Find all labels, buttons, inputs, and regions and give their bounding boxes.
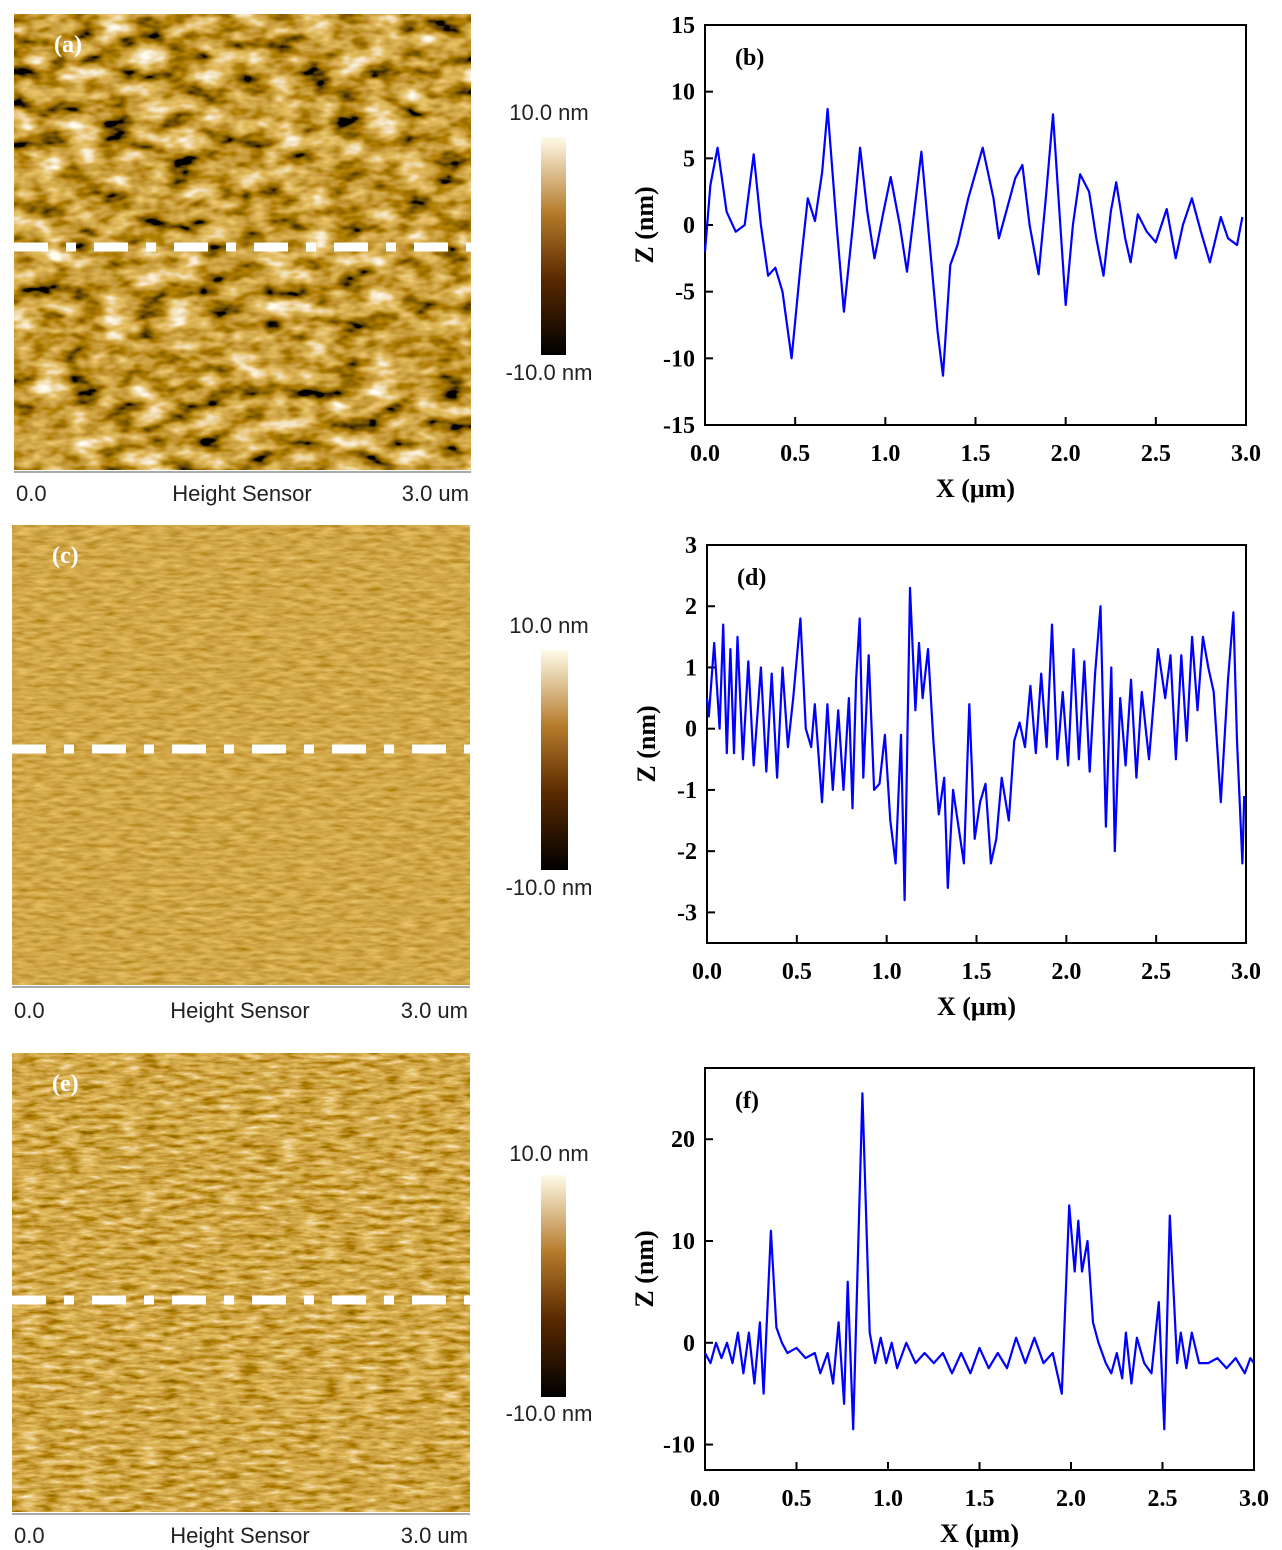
y-tick-label: -10 [663,1433,695,1459]
x-axis-label: X (μm) [936,474,1015,503]
x-tick-label: 3.0 [1231,959,1261,985]
panel-label: (d) [737,565,766,591]
y-tick-label: 0 [685,717,697,743]
afm-image [12,1053,470,1512]
y-tick-label: 10 [671,1229,695,1255]
x-axis-label: X (μm) [937,992,1016,1021]
scale-start: 0.0 [16,481,47,506]
x-tick-label: 2.0 [1051,441,1081,467]
data-line [703,107,1244,377]
afm-image [14,14,471,470]
colorbar [541,137,566,355]
afm-image [12,525,470,985]
channel-name: Height Sensor [170,998,309,1023]
x-tick-label: 0.5 [782,959,812,985]
colorbar-min: -10.0 nm [506,1401,593,1426]
scale-end: 3.0 um [402,481,469,506]
y-axis-label: Z (nm) [632,705,661,782]
plot-frame [704,24,1247,426]
scale-end: 3.0 um [401,998,468,1023]
x-tick-label: 1.0 [870,441,900,467]
x-tick-label: 3.0 [1239,1486,1269,1512]
panel-label: (b) [735,45,764,71]
y-tick-label: 15 [671,13,695,39]
y-tick-label: 5 [683,146,695,172]
x-tick-label: 2.5 [1141,441,1171,467]
x-tick-label: 1.5 [961,441,991,467]
y-tick-label: -5 [675,280,695,306]
y-tick-label: 10 [671,80,695,106]
y-tick-label: -15 [663,413,695,439]
x-tick-label: 1.5 [962,959,992,985]
x-tick-label: 1.0 [872,959,902,985]
y-tick-label: -3 [677,900,697,926]
y-tick-label: 0 [683,1331,695,1357]
channel-name: Height Sensor [172,481,311,506]
x-tick-label: 0.5 [782,1486,812,1512]
panel-label: (c) [52,543,79,569]
x-tick-label: 0.0 [690,441,720,467]
y-tick-label: 0 [683,213,695,239]
data-line [704,1092,1255,1431]
data-line [705,586,1246,902]
colorbar [541,650,568,870]
x-tick-label: 2.5 [1141,959,1171,985]
x-tick-label: 2.0 [1056,1486,1086,1512]
channel-name: Height Sensor [170,1523,309,1548]
y-axis-label: Z (nm) [630,186,659,263]
scale-start: 0.0 [14,998,45,1023]
colorbar-max: 10.0 nm [509,613,589,638]
scale-start: 0.0 [14,1523,45,1548]
y-tick-label: -10 [663,346,695,372]
y-tick-label: 3 [685,533,697,559]
x-tick-label: 0.0 [692,959,722,985]
colorbar [541,1175,566,1397]
y-tick-label: 2 [685,594,697,620]
y-tick-label: 20 [671,1127,695,1153]
x-tick-label: 0.5 [780,441,810,467]
scale-end: 3.0 um [401,1523,468,1548]
x-tick-label: 0.0 [690,1486,720,1512]
x-tick-label: 2.0 [1051,959,1081,985]
y-tick-label: 1 [685,655,697,681]
y-axis-label: Z (nm) [630,1230,659,1307]
colorbar-max: 10.0 nm [509,1141,589,1166]
x-tick-label: 1.5 [965,1486,995,1512]
colorbar-min: -10.0 nm [506,875,593,900]
x-tick-label: 2.5 [1148,1486,1178,1512]
colorbar-min: -10.0 nm [506,360,593,385]
x-axis-label: X (μm) [940,1519,1019,1548]
y-tick-label: -2 [677,839,697,865]
x-tick-label: 3.0 [1231,441,1261,467]
panel-label: (a) [54,32,82,58]
panel-label: (e) [52,1071,79,1097]
y-tick-label: -1 [677,778,697,804]
panel-label: (f) [735,1088,759,1114]
x-tick-label: 1.0 [873,1486,903,1512]
colorbar-max: 10.0 nm [509,100,589,125]
